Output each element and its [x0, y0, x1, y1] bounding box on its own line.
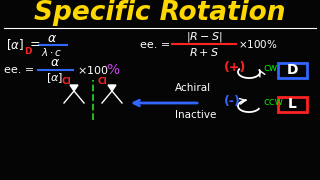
Text: ee. =: ee. = [140, 40, 170, 50]
Text: $\alpha$: $\alpha$ [50, 57, 60, 69]
Text: cw: cw [263, 63, 277, 73]
Text: Achiral: Achiral [175, 83, 211, 93]
Text: L: L [288, 97, 296, 111]
FancyBboxPatch shape [277, 96, 307, 111]
Text: $R + S$: $R + S$ [189, 46, 219, 58]
Text: D: D [286, 63, 298, 77]
Text: Cl: Cl [98, 76, 108, 86]
Text: =: = [30, 39, 41, 51]
Text: (+): (+) [224, 62, 246, 75]
Text: $\times 100$: $\times 100$ [77, 64, 109, 76]
Text: Cl: Cl [62, 76, 72, 86]
Text: Inactive: Inactive [175, 110, 216, 120]
Text: ccw: ccw [263, 97, 283, 107]
Text: $[\alpha]$: $[\alpha]$ [46, 71, 64, 85]
Text: D: D [24, 46, 31, 55]
Text: $\lambda \cdot c$: $\lambda \cdot c$ [41, 46, 63, 58]
FancyBboxPatch shape [277, 62, 307, 78]
Text: $\%$: $\%$ [106, 63, 120, 77]
Text: $|R - S|$: $|R - S|$ [186, 30, 222, 44]
Text: (-): (-) [224, 96, 241, 109]
Text: Specific Rotation: Specific Rotation [34, 0, 286, 26]
Text: $\alpha$: $\alpha$ [47, 33, 57, 46]
Text: $[\alpha]$: $[\alpha]$ [6, 38, 24, 52]
Text: $\times 100\%$: $\times 100\%$ [238, 38, 278, 50]
Text: ee. =: ee. = [4, 65, 34, 75]
Polygon shape [108, 85, 116, 91]
Polygon shape [70, 85, 78, 91]
